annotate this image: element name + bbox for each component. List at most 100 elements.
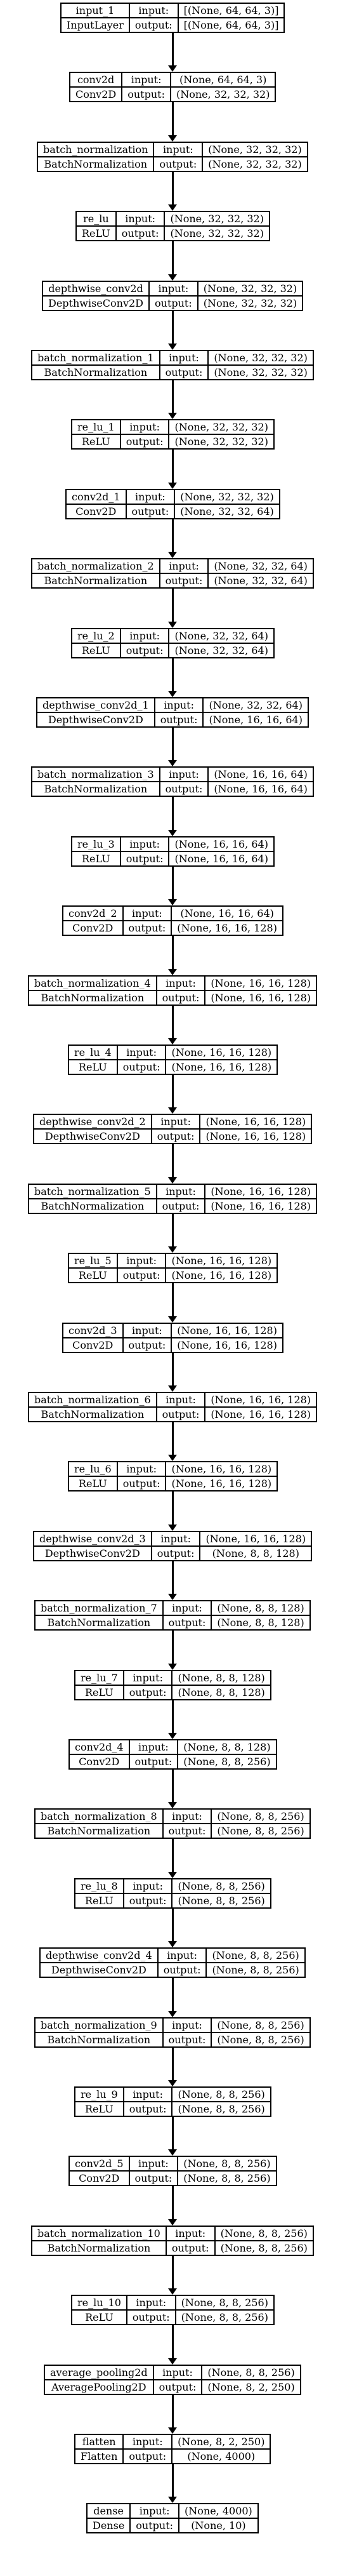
output-label: output: [157, 1406, 205, 1421]
output-label: output: [126, 504, 174, 518]
layer-node: batch_normalization_4 BatchNormalization i… [28, 975, 318, 1006]
output-shape: (None, 16, 16, 128) [205, 1406, 316, 1421]
layer-identity-cell: depthwise_conv2d DepthwiseConv2D [43, 282, 148, 310]
output-label: output: [120, 851, 169, 865]
output-shape: (None, 16, 16, 128) [205, 990, 316, 1004]
input-shape: (None, 8, 2, 250) [178, 2435, 265, 2448]
arrowhead [168, 135, 177, 142]
input-label: input: [125, 212, 156, 225]
layer-identity-cell: batch_normalization_2 BatchNormalization [32, 559, 159, 587]
layer-type: DepthwiseConv2D [34, 1128, 151, 1143]
layer-name: batch_normalization_1 [37, 351, 154, 364]
io-labels-cell: input: output: [122, 1324, 171, 1352]
shapes-cell: (None, 8, 8, 256) (None, 8, 8, 256) [174, 2296, 273, 2324]
output-label: output: [123, 920, 171, 935]
edge-line [172, 1492, 174, 1525]
io-labels-cell: input: output: [152, 2366, 202, 2394]
layer-identity-cell: depthwise_conv2d_3 DepthwiseConv2D [34, 1532, 151, 1560]
layer-name: re_lu_4 [74, 1046, 112, 1058]
layer-name: re_lu_3 [77, 838, 115, 850]
arrowhead [168, 65, 177, 72]
edge-line [172, 519, 174, 552]
layer-identity-cell: batch_normalization_1 BatchNormalization [32, 351, 159, 379]
input-shape: (None, 16, 16, 128) [211, 1185, 311, 1198]
layer-name: re_lu_7 [81, 1671, 118, 1684]
layer-identity-cell: conv2d_5 Conv2D [70, 2157, 129, 2185]
layer-identity-cell: batch_normalization_9 BatchNormalization [36, 2019, 162, 2046]
output-shape: (None, 16, 16, 128) [166, 1476, 277, 1490]
input-label: input: [133, 1879, 163, 1892]
shapes-cell: (None, 8, 8, 256) (None, 8, 8, 256) [171, 2088, 270, 2116]
shapes-cell: (None, 8, 8, 256) (None, 8, 8, 256) [211, 2019, 309, 2046]
io-labels-cell: input: output: [122, 907, 171, 935]
layer-node: input_1 InputLayer input: output: [(None, 64… [60, 3, 285, 33]
layer-type: ReLU [72, 643, 120, 657]
output-label: output: [163, 1823, 211, 1838]
layer-type: Conv2D [70, 1754, 129, 1768]
layer-identity-cell: re_lu ReLU [77, 212, 115, 240]
input-shape: (None, 32, 32, 32) [214, 351, 308, 364]
shapes-cell: (None, 16, 16, 64) (None, 16, 16, 128) [171, 907, 282, 935]
layer-node: conv2d_2 Conv2D input: output: (None, 16, 16… [62, 905, 283, 936]
layer-name: batch_normalization_8 [41, 1810, 157, 1822]
edge-line [172, 1770, 174, 1803]
edge-line [172, 172, 174, 205]
layer-type: Conv2D [67, 504, 126, 518]
layer-type: BatchNormalization [32, 364, 159, 379]
output-shape: (None, 16, 16, 128) [205, 1198, 316, 1213]
input-shape: (None, 32, 32, 32) [170, 212, 264, 225]
edge-line [172, 450, 174, 483]
layer-name: re_lu_5 [74, 1254, 112, 1267]
arrowhead [168, 1594, 177, 1600]
io-labels-cell: input: output: [128, 2157, 178, 2185]
layer-node: depthwise_conv2d_3 DepthwiseConv2D input: o… [33, 1531, 313, 1561]
layer-type: BatchNormalization [32, 2240, 166, 2255]
shapes-cell: (None, 32, 32, 32) (None, 32, 32, 32) [202, 143, 307, 171]
layer-node: flatten Flatten input: output: (None, 8, 2, … [74, 2434, 271, 2464]
shapes-cell: (None, 16, 16, 64) (None, 16, 16, 64) [207, 768, 313, 796]
output-label: output: [127, 2309, 175, 2324]
layer-type: Conv2D [70, 2170, 129, 2185]
input-shape: (None, 16, 16, 64) [174, 838, 268, 850]
edge-line [172, 311, 174, 344]
output-shape: (None, 16, 16, 64) [204, 712, 308, 726]
edge-line [172, 2117, 174, 2150]
io-labels-cell: input: output: [155, 977, 205, 1004]
output-shape: (None, 32, 32, 32) [203, 156, 307, 171]
layer-node: depthwise_conv2d_1 DepthwiseConv2D input: o… [36, 697, 309, 728]
layer-node: batch_normalization_3 BatchNormalization i… [31, 766, 314, 797]
io-labels-cell: input: output: [122, 2435, 172, 2463]
layer-name: depthwise_conv2d [48, 282, 143, 295]
input-label: input: [169, 351, 199, 364]
output-shape: (None, 8, 8, 256) [212, 1823, 309, 1838]
shapes-cell: [(None, 64, 64, 3)] [(None, 64, 64, 3)] [177, 4, 284, 32]
output-shape: (None, 16, 16, 128) [166, 1059, 277, 1074]
output-label: output: [163, 1615, 211, 1629]
arrowhead [168, 2011, 177, 2017]
output-label: output: [163, 2032, 211, 2046]
io-labels-cell: input: output: [162, 1601, 211, 1629]
edge-line [172, 658, 174, 691]
input-label: input: [172, 1601, 202, 1614]
layer-type: AveragePooling2D [45, 2379, 153, 2394]
input-label: input: [126, 1462, 157, 1475]
shapes-cell: (None, 8, 8, 128) (None, 8, 8, 128) [171, 1671, 270, 1699]
arrowhead [168, 274, 177, 281]
input-label: input: [160, 1115, 191, 1128]
output-shape: (None, 8, 8, 256) [176, 2309, 273, 2324]
output-label: output: [129, 17, 178, 32]
io-labels-cell: input: output: [162, 1810, 211, 1838]
layer-node: batch_normalization_6 BatchNormalization i… [28, 1392, 318, 1422]
output-shape: (None, 16, 16, 64) [169, 851, 273, 865]
arrowhead [168, 1177, 177, 1184]
edge-line [172, 102, 174, 136]
layer-name: conv2d [77, 73, 115, 86]
layer-type: Conv2D [63, 1337, 122, 1352]
io-labels-cell: input: output: [116, 1046, 166, 1074]
io-labels-cell: input: output: [128, 1740, 178, 1768]
io-labels-cell: input: output: [119, 629, 169, 657]
layer-identity-cell: depthwise_conv2d_4 DepthwiseConv2D [41, 1949, 157, 1977]
arrowhead [168, 204, 177, 211]
input-shape: (None, 16, 16, 128) [171, 1462, 272, 1475]
input-shape: (None, 8, 8, 256) [207, 2366, 295, 2379]
